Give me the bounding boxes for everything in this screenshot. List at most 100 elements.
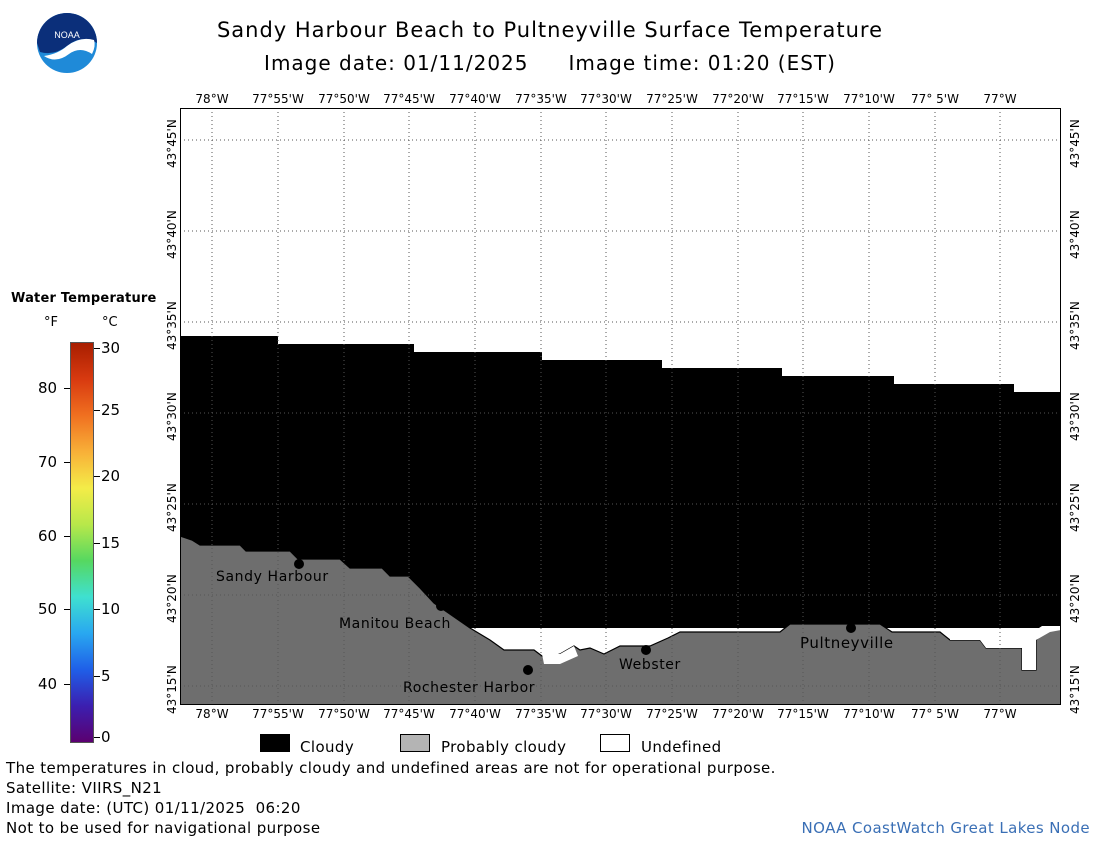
colorbar-tick-f: 60 <box>38 527 58 545</box>
legend-swatch-undefined <box>600 734 630 752</box>
colorbar-unit-c: °C <box>102 315 118 330</box>
colorbar-tickmark <box>64 388 70 389</box>
image-time: Image time: 01:20 (EST) <box>568 51 836 75</box>
place-label-pultneyville: Pultneyville <box>800 634 894 652</box>
graticule <box>180 108 1061 705</box>
colorbar-tickmark <box>64 462 70 463</box>
lat-label: 43°40'N <box>165 210 179 259</box>
colorbar-tick-c: 10 <box>101 600 121 618</box>
colorbar-tick-c: 30 <box>101 339 121 357</box>
legend-swatch-cloudy <box>260 734 290 752</box>
lon-label: 77°50'W <box>318 707 370 721</box>
lon-label: 77°45'W <box>383 707 435 721</box>
logo-text: NOAA <box>54 30 80 40</box>
lon-label: 77°20'W <box>712 707 764 721</box>
undefined-coast-patch <box>542 646 578 664</box>
lon-label: 78°W <box>195 92 229 106</box>
noaa-logo: NOAA <box>36 12 98 74</box>
place-marker-webster <box>641 645 651 655</box>
lon-label: 77°40'W <box>449 707 501 721</box>
lat-label: 43°45'N <box>165 119 179 168</box>
colorbar-tick-c: 15 <box>101 534 121 552</box>
lon-label: 77° 5'W <box>911 707 959 721</box>
satellite-text: Satellite: VIIRS_N21 <box>6 779 163 797</box>
undefined-coast-patch-east <box>950 626 1061 670</box>
colorbar-tickmark <box>64 684 70 685</box>
image-datetime: Image date: 01/11/2025 Image time: 01:20 … <box>0 51 1100 75</box>
colorbar-gradient <box>70 342 94 743</box>
colorbar-title: Water Temperature <box>11 291 157 306</box>
image-date: Image date: 01/11/2025 <box>264 51 529 75</box>
lat-label: 43°15'N <box>1068 665 1082 714</box>
lon-label: 77°10'W <box>843 92 895 106</box>
colorbar-tick-c: 5 <box>101 667 111 685</box>
lon-label: 77°55'W <box>252 92 304 106</box>
place-markers <box>294 559 856 675</box>
lon-label: 78°W <box>195 707 229 721</box>
lon-label: 77°20'W <box>712 92 764 106</box>
colorbar-tickmark <box>64 609 70 610</box>
colorbar-tick-c: 25 <box>101 401 121 419</box>
lat-label: 43°20'N <box>1068 574 1082 623</box>
colorbar-tickmark <box>94 609 100 610</box>
lon-label: 77°55'W <box>252 707 304 721</box>
lat-label: 43°40'N <box>1068 210 1082 259</box>
lat-label: 43°25'N <box>1068 483 1082 532</box>
colorbar-tick-f: 80 <box>38 379 58 397</box>
lon-label: 77°35'W <box>515 92 567 106</box>
place-label-manitou-beach: Manitou Beach <box>339 616 451 632</box>
lon-label: 77°15'W <box>777 92 829 106</box>
lat-label: 43°30'N <box>1068 392 1082 441</box>
colorbar-tick-f: 40 <box>38 675 58 693</box>
lon-label: 77° 5'W <box>911 92 959 106</box>
place-marker-pultneyville <box>846 623 856 633</box>
lat-label: 43°30'N <box>165 392 179 441</box>
colorbar-tick-c: 20 <box>101 467 121 485</box>
place-label-webster: Webster <box>619 657 681 673</box>
legend-label-undefined: Undefined <box>641 738 722 756</box>
colorbar-tick-c: 0 <box>101 728 111 746</box>
colorbar-tickmark <box>94 676 100 677</box>
colorbar-tick-f: 70 <box>38 453 58 471</box>
utc-date-text: Image date: (UTC) 01/11/2025 06:20 <box>6 799 301 817</box>
colorbar-tickmark <box>94 348 100 349</box>
legend-label-probably-cloudy: Probably cloudy <box>441 738 567 756</box>
lat-label: 43°15'N <box>165 665 179 714</box>
disclaimer-text: The temperatures in cloud, probably clou… <box>6 759 776 777</box>
lon-label: 77°25'W <box>646 707 698 721</box>
lat-label: 43°25'N <box>165 483 179 532</box>
lon-label: 77°30'W <box>580 92 632 106</box>
lon-label: 77°W <box>983 92 1017 106</box>
colorbar-tickmark <box>94 410 100 411</box>
lat-label: 43°35'N <box>1068 301 1082 350</box>
page-title: Sandy Harbour Beach to Pultneyville Surf… <box>216 18 884 42</box>
navigation-warning: Not to be used for navigational purpose <box>6 819 321 837</box>
lon-label: 77°10'W <box>843 707 895 721</box>
lon-label: 77°35'W <box>515 707 567 721</box>
colorbar-tickmark <box>94 737 100 738</box>
colorbar-tick-f: 50 <box>38 600 58 618</box>
lat-label: 43°20'N <box>165 574 179 623</box>
place-label-sandy-harbour: Sandy Harbour <box>216 569 329 585</box>
surface-temperature-map <box>180 108 1061 705</box>
colorbar-tickmark <box>94 476 100 477</box>
legend-swatch-probably-cloudy <box>400 734 430 752</box>
place-marker-manitou-beach <box>436 601 446 611</box>
lon-label: 77°30'W <box>580 707 632 721</box>
lon-label: 77°25'W <box>646 92 698 106</box>
lon-label: 77°15'W <box>777 707 829 721</box>
lon-label: 77°45'W <box>383 92 435 106</box>
colorbar-tickmark <box>64 536 70 537</box>
place-label-rochester-harbor: Rochester Harbor <box>403 680 536 696</box>
colorbar-unit-f: °F <box>44 315 58 330</box>
lon-label: 77°40'W <box>449 92 501 106</box>
lat-label: 43°35'N <box>165 301 179 350</box>
map-frame <box>180 108 1061 705</box>
place-marker-rochester-harbor <box>523 665 533 675</box>
credit-text: NOAA CoastWatch Great Lakes Node <box>801 819 1090 837</box>
lat-label: 43°45'N <box>1068 119 1082 168</box>
place-marker-sandy-harbour <box>294 559 304 569</box>
cloudy-area <box>180 336 1061 628</box>
legend-label-cloudy: Cloudy <box>300 738 355 756</box>
lon-label: 77°W <box>983 707 1017 721</box>
